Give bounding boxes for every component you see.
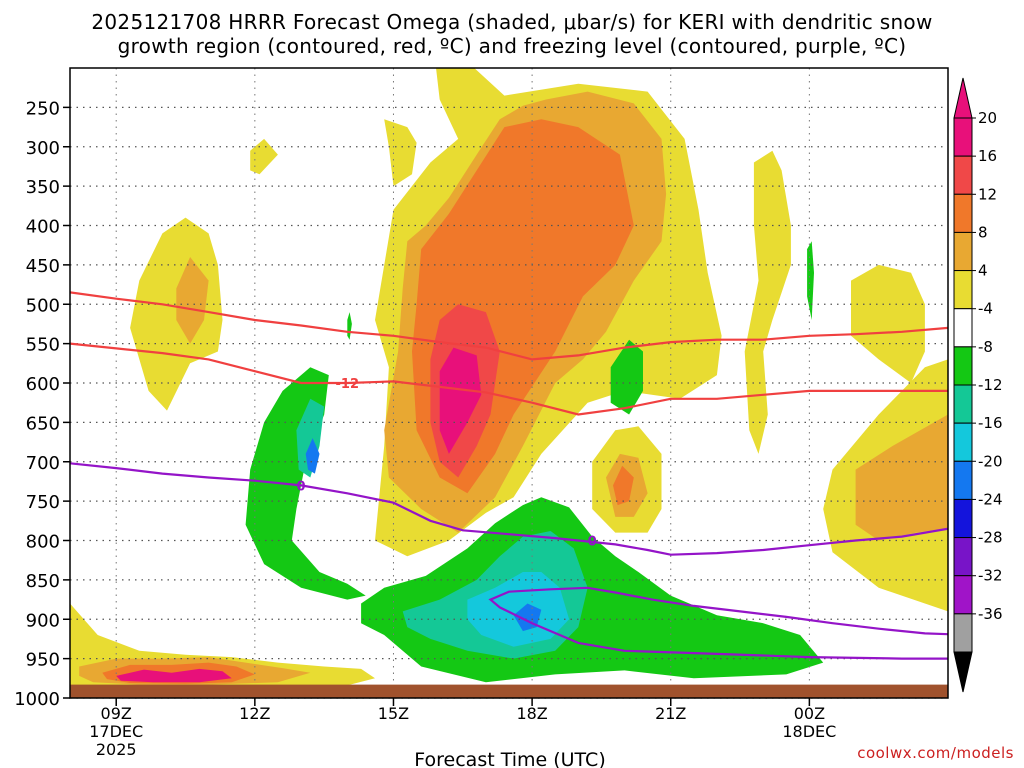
colorbar-label: 12 [978,185,997,203]
colorbar-label: -36 [978,605,1003,623]
contour-dgz-top [70,291,948,361]
colorbar-swatch [953,270,973,310]
omega-region-4 [384,119,417,187]
omega-region--4 [610,339,643,415]
x-tick-label-21Z: 21Z [655,704,686,723]
y-tick-label-800: 800 [26,532,60,553]
grid-lines [70,68,948,699]
y-tick-label-650: 650 [26,413,60,434]
omega-region-8 [855,414,948,541]
x-tick-label-00Z: 00Z [794,704,825,723]
colorbar-swatch [953,537,973,577]
y-tick-label-400: 400 [26,217,60,238]
y-tick-label-1000: 1000 [14,689,60,710]
colorbar-label: -20 [978,452,1003,470]
contour-label: 0 [588,535,597,550]
pressure-axis: 250 300 350 400 450 500 550 600 650 700 750 800 850 9… [14,98,70,710]
contour-freezing-level [70,462,948,556]
omega-region--4 [245,367,366,600]
colorbar-label: -24 [978,490,1003,508]
y-tick-label-600: 600 [26,374,60,395]
colorbar-swatch [953,117,973,157]
omega-region-4 [851,264,925,383]
omega-region-20 [439,347,482,454]
y-tick-label-450: 450 [26,256,60,277]
y-tick-label-300: 300 [26,138,60,159]
contour-dgz-bottom [70,342,948,416]
x-tick-label-15Z: 15Z [378,704,409,723]
colorbar-label: 8 [978,223,988,241]
colorbar-swatch [953,384,973,424]
y-tick-label-350: 350 [26,177,60,198]
omega-region-8 [176,257,209,344]
colorbar-top-arrow [953,77,973,119]
contour-freezing-level-lower [488,586,948,660]
y-tick-label-700: 700 [26,453,60,474]
x-tick-date: 18DEC [782,722,836,741]
y-tick-label-950: 950 [26,650,60,671]
x-tick-year: 2025 [96,740,137,759]
contour-label: 0 [297,479,306,494]
colorbar-bottom-arrow [953,651,973,693]
contour-label: -12 [336,377,360,392]
colorbar-label: 4 [978,262,988,280]
x-tick-label-18Z: 18Z [516,704,547,723]
colorbar-label: 16 [978,147,997,165]
omega-region-4 [250,138,278,175]
temperature-contours: -12 0 0 [70,291,948,660]
colorbar-swatch [953,193,973,233]
colorbar-label: -32 [978,567,1003,585]
colorbar-label: -12 [978,376,1003,394]
colorbar-label: -8 [978,338,993,356]
colorbar-swatch [953,422,973,462]
omega-region-20 [116,668,232,683]
colorbar-swatch [953,308,973,348]
colorbar-label: -4 [978,300,993,318]
colorbar-legend: 20 16 12 8 4 -4 -8 -12 -16 -20 -24 -28 -32 -36 [953,77,1003,693]
credit-text[interactable]: coolwx.com/models [857,744,1014,762]
omega-region--8 [296,398,325,478]
omega-region--4 [807,241,814,320]
colorbar-swatch [953,231,973,272]
omega-region-12 [613,465,634,506]
ground-surface [70,684,948,698]
y-tick-label-900: 900 [26,610,60,631]
omega-region-4 [744,150,791,454]
colorbar-swatch [953,346,973,386]
y-tick-label-500: 500 [26,295,60,316]
colorbar-label: -16 [978,414,1003,432]
x-tick-date: 17DEC [89,722,143,741]
omega-region--4 [347,312,352,340]
omega-region--16 [305,438,320,474]
y-tick-label-850: 850 [26,571,60,592]
x-axis-label: Forecast Time (UTC) [414,749,605,768]
colorbar-swatch [953,575,973,615]
x-tick-label-09Z: 09Z [101,704,132,723]
y-tick-label-550: 550 [26,335,60,356]
chart-title-line-2: growth region (contoured, red, ºC) and f… [117,34,907,58]
colorbar-swatch [953,460,973,500]
colorbar-swatch [953,613,973,653]
colorbar-swatch [953,155,973,195]
y-tick-label-250: 250 [26,98,60,119]
y-tick-label-750: 750 [26,492,60,513]
x-tick-label-12Z: 12Z [239,704,270,723]
colorbar-label: 20 [978,109,997,127]
chart-title-line-1: 2025121708 HRRR Forecast Omega (shaded, … [91,10,933,34]
colorbar-label: -28 [978,529,1003,547]
colorbar-swatch [953,498,973,539]
